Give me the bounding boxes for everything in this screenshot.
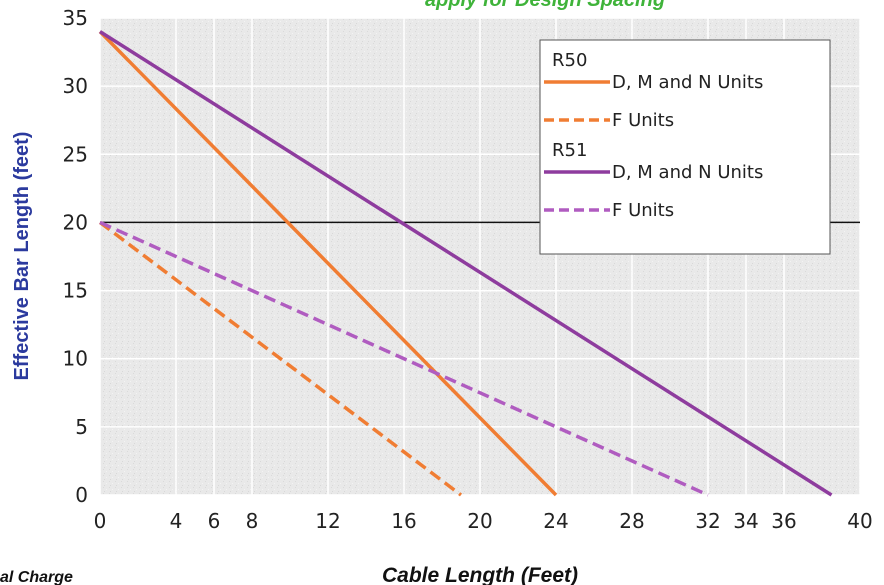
x-tick-label: 36 bbox=[771, 509, 796, 533]
y-tick-label: 15 bbox=[63, 279, 88, 303]
footnote: al Charge bbox=[0, 569, 73, 585]
x-tick-label: 4 bbox=[170, 509, 183, 533]
legend-entry-label: D, M and N Units bbox=[612, 162, 763, 183]
series-line-r51-f-units bbox=[99, 220, 709, 497]
x-tick-label: 16 bbox=[391, 509, 416, 533]
y-tick-label: 0 bbox=[75, 483, 88, 507]
legend-entry-label: D, M and N Units bbox=[612, 72, 763, 93]
legend-box bbox=[539, 39, 831, 255]
series-line-r51-dmn-units bbox=[99, 30, 833, 497]
legend-group-title: R50 bbox=[552, 50, 587, 71]
top-note: apply for Design Spacing bbox=[425, 0, 665, 11]
x-tick-label: 32 bbox=[695, 509, 720, 533]
legend: R50 D, M and N Units F Units R51 D, M and N … bbox=[539, 39, 831, 255]
x-tick-label: 0 bbox=[94, 509, 107, 533]
x-tick-label: 40 bbox=[847, 509, 872, 533]
y-tick-label: 35 bbox=[63, 6, 88, 30]
series-line-r50-dmn-units bbox=[98, 30, 558, 497]
x-tick-label: 12 bbox=[315, 509, 340, 533]
x-tick-label: 28 bbox=[619, 509, 644, 533]
y-axis-title: Effective Bar Length (feet) bbox=[11, 132, 33, 381]
x-tick-label: 20 bbox=[467, 509, 492, 533]
y-tick-label: 10 bbox=[63, 347, 88, 371]
legend-group-title: R51 bbox=[552, 140, 587, 161]
x-tick-label: 6 bbox=[208, 509, 221, 533]
y-tick-label: 20 bbox=[63, 210, 88, 234]
x-axis-title: Cable Length (Feet) bbox=[382, 564, 578, 585]
x-tick-label: 8 bbox=[246, 509, 259, 533]
y-tick-label: 25 bbox=[63, 142, 88, 166]
y-tick-label: 5 bbox=[75, 415, 88, 439]
legend-entry-label: F Units bbox=[612, 200, 674, 221]
y-tick-label: 30 bbox=[63, 74, 88, 98]
x-tick-label: 24 bbox=[543, 509, 568, 533]
series-layer bbox=[98, 30, 833, 497]
x-tick-label: 34 bbox=[733, 509, 758, 533]
series-line-r50-f-units bbox=[98, 221, 463, 497]
tick-labels: 0 4 6 8 12 16 20 24 28 32 34 36 40 0 5 10 15 20 25 30 35 bbox=[63, 6, 873, 533]
legend-entry-label: F Units bbox=[612, 110, 674, 131]
